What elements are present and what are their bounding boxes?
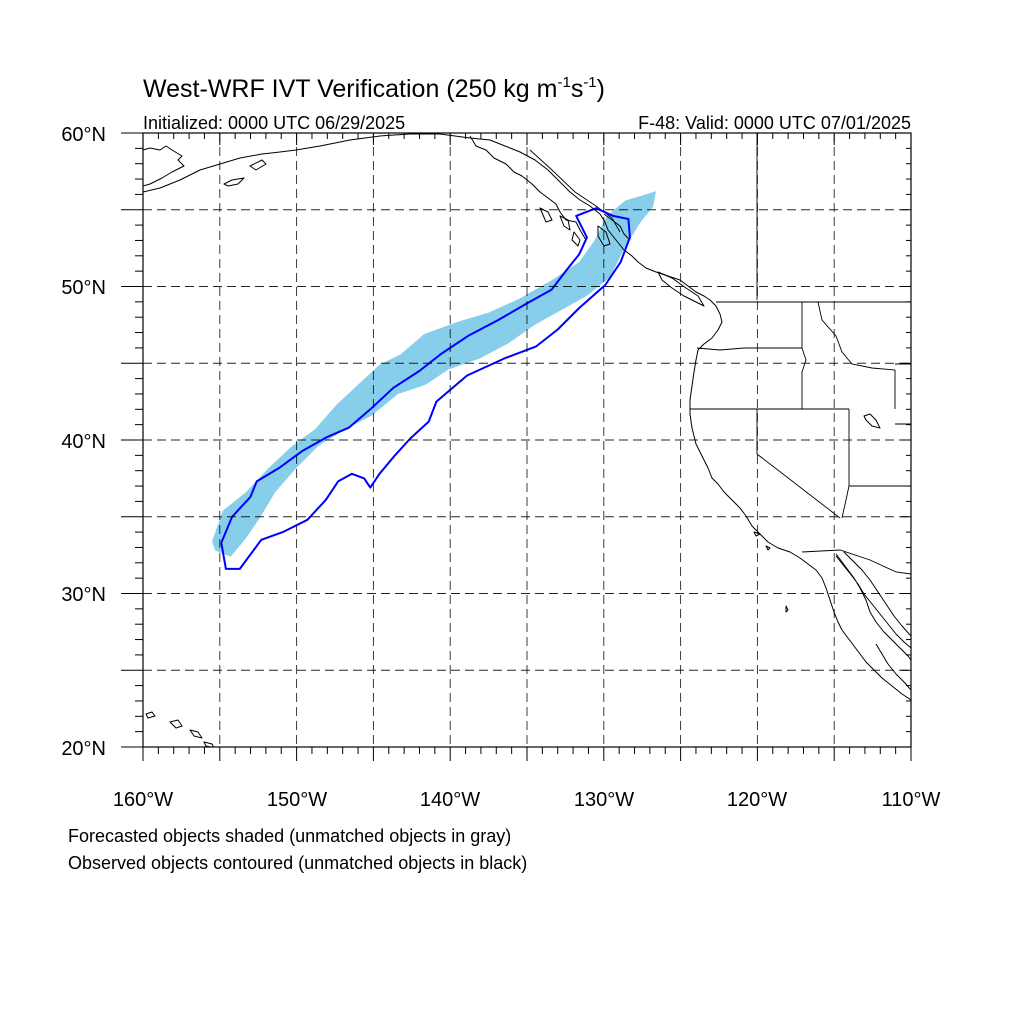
lon-label-140w: 140°W	[420, 789, 480, 811]
lon-label-150w: 150°W	[267, 789, 327, 811]
map-title: West-WRF IVT Verification (250 kg m-1s-1…	[143, 74, 605, 103]
great-salt-lake	[863, 413, 881, 429]
idaho-montana-border	[817, 301, 896, 409]
british-columbia-coastline	[603, 213, 723, 331]
lon-label-130w: 130°W	[574, 789, 634, 811]
observed-object-layer	[220, 207, 631, 570]
longitude-labels: 160°W 150°W 140°W 130°W 120°W 110°W	[113, 789, 941, 811]
nevada-south-border	[841, 485, 850, 519]
lat-label-40n: 40°N	[61, 431, 106, 453]
observed-matched-object	[220, 207, 631, 570]
lat-label-30n: 30°N	[61, 584, 106, 606]
vancouver-island	[657, 271, 705, 307]
lat-label-20n: 20°N	[61, 738, 106, 760]
us-mexico-border	[801, 549, 911, 575]
graticule-layer	[143, 133, 911, 747]
valid-time-label: F-48: Valid: 0000 UTC 07/01/2025	[638, 113, 911, 133]
political-borders-layer	[529, 133, 911, 575]
observed-contour-note: Observed objects contoured (unmatched ob…	[68, 853, 527, 873]
lon-label-110w: 110°W	[882, 789, 941, 811]
nevada-utah-border	[848, 409, 911, 487]
mexico-coastline	[843, 551, 911, 691]
washington-oregon-border	[696, 347, 802, 351]
idaho-west-border	[801, 302, 807, 409]
lon-label-120w: 120°W	[727, 789, 787, 811]
alaska-coastline	[143, 133, 609, 249]
baja-california-coastline	[835, 553, 911, 661]
forecast-matched-object	[212, 191, 656, 557]
forecast-object-layer	[212, 191, 656, 557]
lon-label-160w: 160°W	[113, 789, 173, 811]
haida-gwaii	[597, 225, 611, 247]
forecast-shading-note: Forecasted objects shaded (unmatched obj…	[68, 826, 511, 846]
axis-ticks-layer	[121, 132, 912, 761]
lat-label-60n: 60°N	[61, 124, 106, 146]
latitude-labels: 20°N 30°N 40°N 50°N 60°N	[61, 124, 106, 760]
california-nevada-border	[756, 409, 841, 519]
wyoming-border	[895, 363, 911, 425]
alaska-islands	[223, 159, 581, 247]
init-time-label: Initialized: 0000 UTC 06/29/2025	[143, 113, 405, 133]
lat-label-50n: 50°N	[61, 277, 106, 299]
us-west-coastline	[689, 329, 911, 701]
alaska-panhandle-border	[529, 149, 621, 233]
coastline-layer	[143, 133, 911, 747]
hawaii-islands	[145, 711, 215, 747]
